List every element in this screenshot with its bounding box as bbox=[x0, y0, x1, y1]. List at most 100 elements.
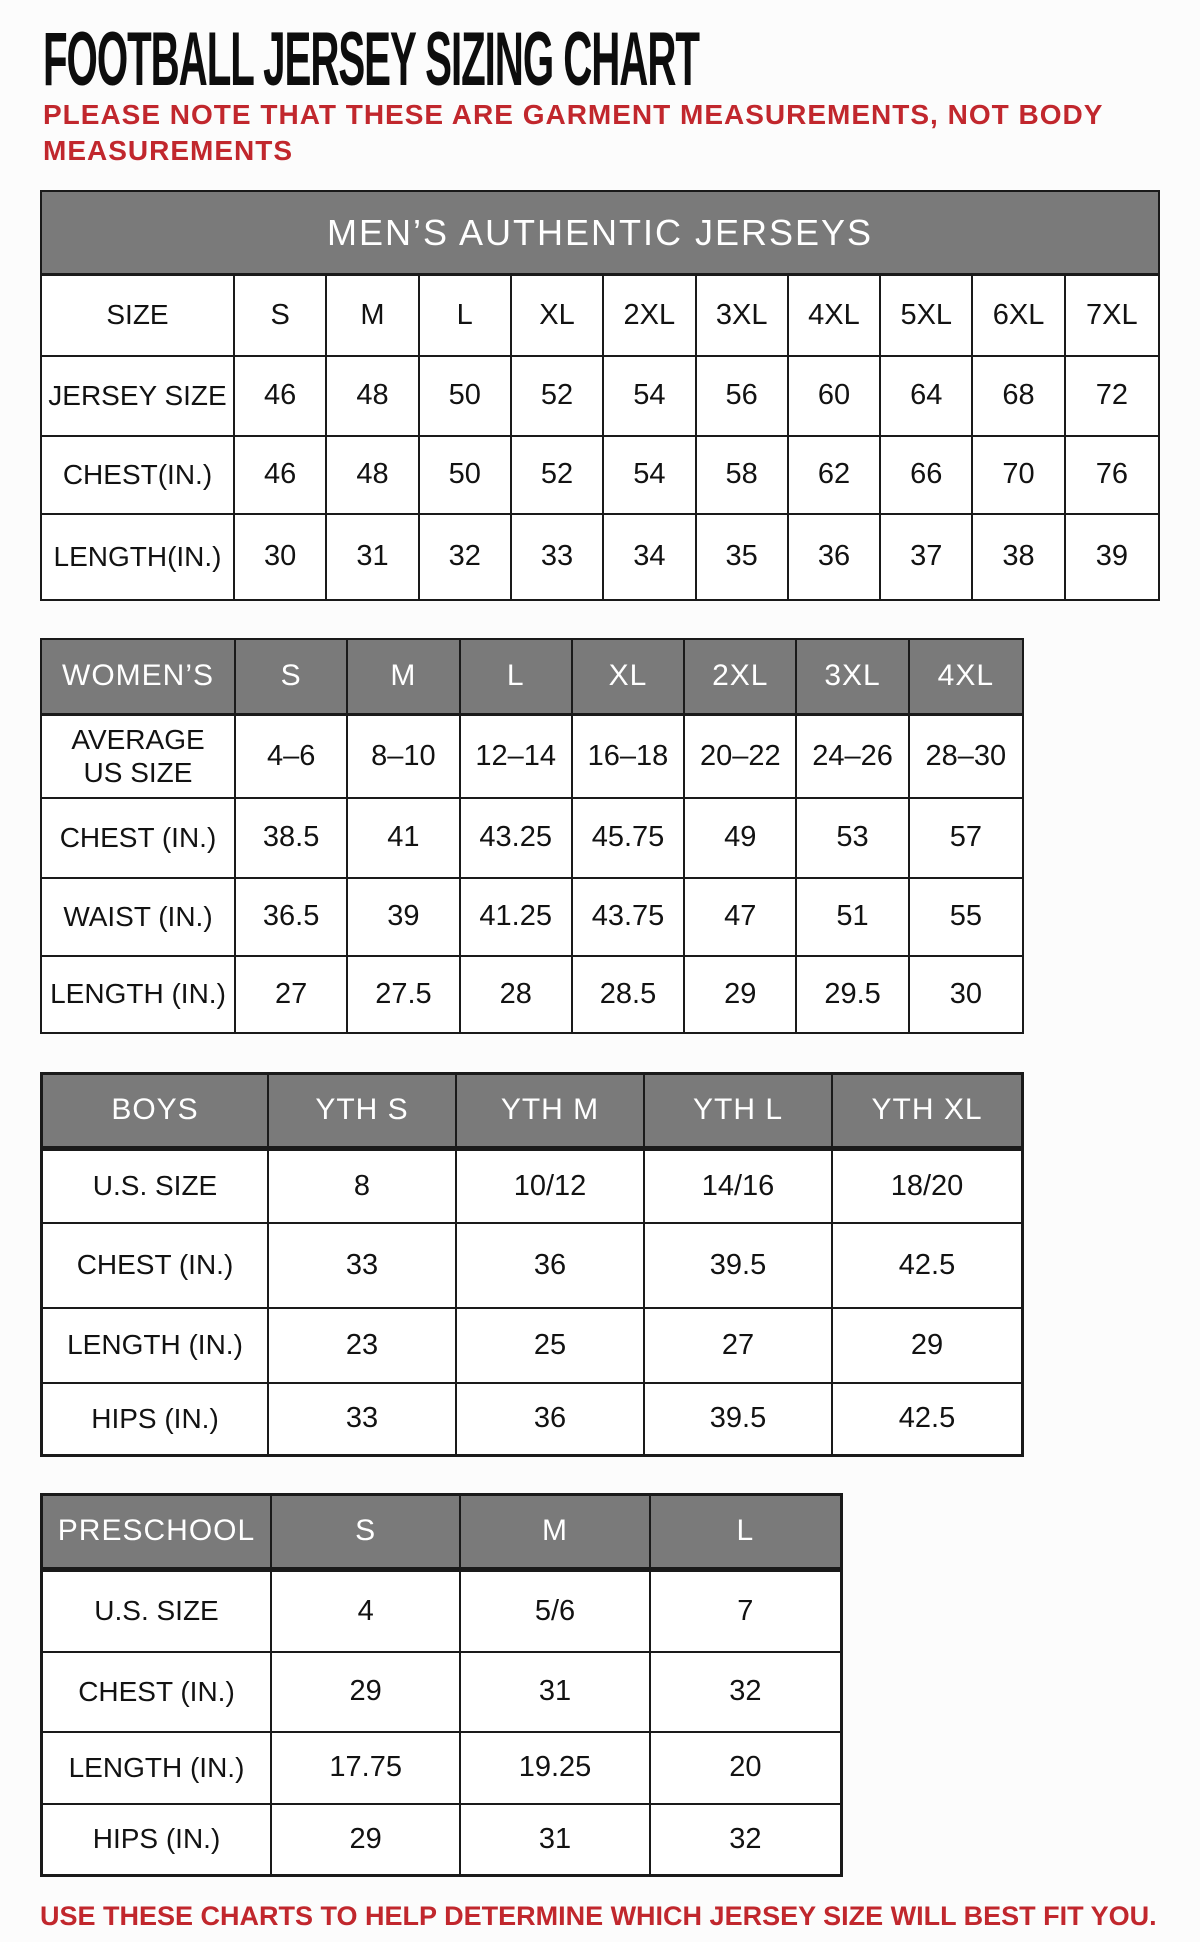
preschool-value-cell: 5/6 bbox=[461, 1572, 651, 1653]
preschool-value-cell: 7 bbox=[650, 1572, 840, 1653]
boys-header-cell: YTH S bbox=[269, 1075, 457, 1151]
womens-value-cell: 24–26 bbox=[797, 716, 910, 799]
womens-header-cell: M bbox=[348, 640, 461, 716]
boys-header-label-cell: BOYS bbox=[43, 1075, 269, 1151]
womens-value-cell: 43.75 bbox=[572, 879, 686, 957]
womens-header-row: WOMEN’S S M L XL 2XL 3XL 4XL bbox=[42, 640, 1022, 716]
boys-value-cell: 23 bbox=[269, 1309, 457, 1384]
page-title: FOOTBALL JERSEY SIZING CHART bbox=[43, 17, 700, 102]
mens-value-cell: 48 bbox=[327, 357, 420, 437]
womens-value-cell: 45.75 bbox=[572, 799, 686, 879]
womens-value-cell: 8–10 bbox=[348, 716, 461, 799]
preschool-value-cell: 32 bbox=[650, 1805, 840, 1874]
mens-value-cell: 72 bbox=[1065, 357, 1158, 437]
boys-table-row: CHEST (IN.) 33 36 39.5 42.5 bbox=[43, 1224, 1021, 1309]
mens-table-row: CHEST(IN.) 46 48 50 52 54 58 62 66 70 76 bbox=[42, 437, 1158, 515]
womens-value-cell: 29 bbox=[685, 957, 798, 1032]
womens-header-label-cell: WOMEN’S bbox=[42, 640, 236, 716]
womens-value-cell: 53 bbox=[797, 799, 910, 879]
boys-value-cell: 14/16 bbox=[645, 1151, 833, 1224]
womens-value-cell: 28.5 bbox=[572, 957, 686, 1032]
boys-value-cell: 36 bbox=[457, 1384, 645, 1454]
mens-value-cell: M bbox=[327, 276, 420, 357]
mens-value-cell: 30 bbox=[235, 515, 328, 599]
boys-value-cell: 33 bbox=[269, 1384, 457, 1454]
preschool-row-label-cell: LENGTH (IN.) bbox=[43, 1733, 272, 1805]
womens-table-row: WAIST (IN.) 36.5 39 41.25 43.75 47 51 55 bbox=[42, 879, 1022, 957]
boys-value-cell: 36 bbox=[457, 1224, 645, 1309]
womens-header-cell: S bbox=[236, 640, 349, 716]
mens-value-cell: 34 bbox=[604, 515, 697, 599]
boys-table-row: U.S. SIZE 8 10/12 14/16 18/20 bbox=[43, 1151, 1021, 1224]
mens-value-cell: 46 bbox=[235, 357, 328, 437]
womens-value-cell: 57 bbox=[909, 799, 1022, 879]
womens-value-cell: 28 bbox=[460, 957, 573, 1032]
mens-value-cell: 7XL bbox=[1065, 276, 1158, 357]
mens-value-cell: L bbox=[419, 276, 512, 357]
mens-value-cell: 70 bbox=[973, 437, 1066, 515]
mens-value-cell: 52 bbox=[511, 437, 605, 515]
mens-value-cell: 33 bbox=[511, 515, 605, 599]
mens-value-cell: 35 bbox=[696, 515, 789, 599]
preschool-value-cell: 19.25 bbox=[461, 1733, 651, 1805]
mens-value-cell: 39 bbox=[1065, 515, 1158, 599]
mens-value-cell: 48 bbox=[327, 437, 420, 515]
preschool-value-cell: 31 bbox=[461, 1653, 651, 1733]
womens-value-cell: 12–14 bbox=[460, 716, 573, 799]
boys-row-label-cell: LENGTH (IN.) bbox=[43, 1309, 269, 1384]
boys-header-cell: YTH XL bbox=[833, 1075, 1021, 1151]
mens-value-cell: XL bbox=[511, 276, 605, 357]
boys-header-cell: YTH L bbox=[645, 1075, 833, 1151]
mens-table: MEN’S AUTHENTIC JERSEYS SIZE S M L XL 2XL 3XL 4X… bbox=[40, 190, 1160, 601]
mens-value-cell: 68 bbox=[973, 357, 1066, 437]
boys-table-row: HIPS (IN.) 33 36 39.5 42.5 bbox=[43, 1384, 1021, 1454]
womens-value-cell: 49 bbox=[685, 799, 798, 879]
womens-row-label-cell: LENGTH (IN.) bbox=[42, 957, 236, 1032]
womens-header-cell: 3XL bbox=[797, 640, 910, 716]
womens-value-cell: 51 bbox=[797, 879, 910, 957]
mens-banner: MEN’S AUTHENTIC JERSEYS bbox=[42, 192, 1158, 276]
boys-value-cell: 42.5 bbox=[833, 1224, 1021, 1309]
preschool-table-row: CHEST (IN.) 29 31 32 bbox=[43, 1653, 840, 1733]
mens-value-cell: 3XL bbox=[696, 276, 789, 357]
womens-value-cell: 39 bbox=[348, 879, 461, 957]
womens-table-row: LENGTH (IN.) 27 27.5 28 28.5 29 29.5 30 bbox=[42, 957, 1022, 1032]
preschool-value-cell: 29 bbox=[272, 1653, 462, 1733]
womens-row-label-cell: WAIST (IN.) bbox=[42, 879, 236, 957]
mens-value-cell: 5XL bbox=[881, 276, 974, 357]
boys-row-label-cell: CHEST (IN.) bbox=[43, 1224, 269, 1309]
boys-value-cell: 39.5 bbox=[645, 1224, 833, 1309]
womens-value-cell: 27 bbox=[236, 957, 349, 1032]
mens-row-label-cell: JERSEY SIZE bbox=[42, 357, 235, 437]
mens-value-cell: 50 bbox=[419, 357, 512, 437]
mens-value-cell: 46 bbox=[235, 437, 328, 515]
mens-row-label-cell: SIZE bbox=[42, 276, 235, 357]
boys-value-cell: 42.5 bbox=[833, 1384, 1021, 1454]
preschool-row-label-cell: U.S. SIZE bbox=[43, 1572, 272, 1653]
boys-table-row: LENGTH (IN.) 23 25 27 29 bbox=[43, 1309, 1021, 1384]
preschool-value-cell: 20 bbox=[650, 1733, 840, 1805]
garment-note-line2: MEASUREMENTS bbox=[43, 135, 294, 166]
boys-value-cell: 33 bbox=[269, 1224, 457, 1309]
garment-note: PLEASE NOTE THAT THESE ARE GARMENT MEASU… bbox=[43, 97, 1173, 169]
preschool-header-cell: M bbox=[461, 1496, 651, 1572]
preschool-header-label-cell: PRESCHOOL bbox=[43, 1496, 272, 1572]
boys-value-cell: 29 bbox=[833, 1309, 1021, 1384]
preschool-value-cell: 17.75 bbox=[272, 1733, 462, 1805]
womens-header-cell: 2XL bbox=[685, 640, 798, 716]
mens-table-row: LENGTH(IN.) 30 31 32 33 34 35 36 37 38 39 bbox=[42, 515, 1158, 599]
boys-value-cell: 10/12 bbox=[457, 1151, 645, 1224]
preschool-row-label-cell: HIPS (IN.) bbox=[43, 1805, 272, 1874]
womens-table-row: AVERAGE US SIZE 4–6 8–10 12–14 16–18 20–22 24–… bbox=[42, 716, 1022, 799]
womens-value-cell: 4–6 bbox=[236, 716, 349, 799]
mens-value-cell: 76 bbox=[1065, 437, 1158, 515]
boys-header-cell: YTH M bbox=[457, 1075, 645, 1151]
mens-value-cell: S bbox=[235, 276, 328, 357]
mens-row-label-cell: CHEST(IN.) bbox=[42, 437, 235, 515]
mens-value-cell: 50 bbox=[419, 437, 512, 515]
mens-value-cell: 64 bbox=[881, 357, 974, 437]
womens-value-cell: 36.5 bbox=[236, 879, 349, 957]
womens-header-cell: XL bbox=[572, 640, 686, 716]
womens-value-cell: 29.5 bbox=[797, 957, 910, 1032]
mens-value-cell: 2XL bbox=[604, 276, 697, 357]
